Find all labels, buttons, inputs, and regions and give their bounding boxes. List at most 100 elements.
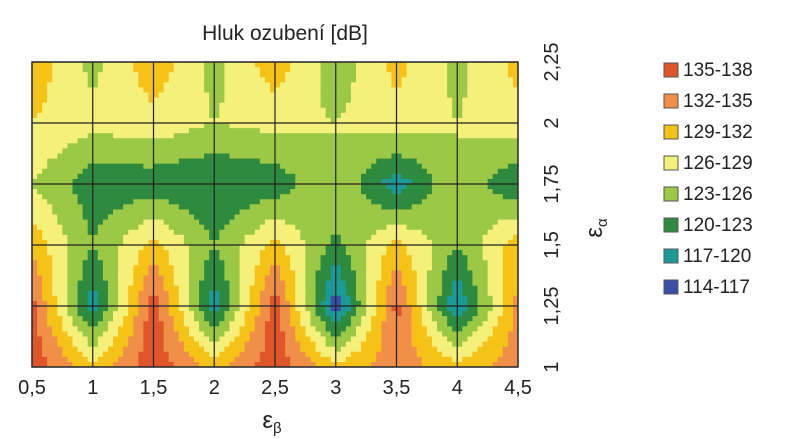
contour-cell (340, 239, 367, 246)
contour-cell (183, 341, 200, 348)
contour-cell (406, 67, 448, 73)
contour-cell (426, 275, 443, 282)
contour-cell (462, 356, 499, 363)
contour-cell (42, 341, 58, 348)
contour-cell (57, 341, 74, 348)
contour-cell (401, 280, 418, 287)
contour-cell (376, 306, 387, 312)
contour-cell (396, 311, 403, 317)
contour-cell (305, 239, 332, 246)
contour-cell (42, 168, 84, 175)
contour-cell (254, 270, 271, 277)
contour-cell (431, 336, 448, 343)
contour-cell (239, 280, 256, 287)
contour-cell (361, 341, 382, 348)
contour-cell (280, 306, 291, 312)
contour-cell (173, 316, 185, 322)
contour-cell (188, 300, 200, 307)
contour-cell (42, 336, 58, 343)
contour-cell (350, 351, 377, 358)
contour-cell (416, 290, 428, 297)
contour-cell (295, 290, 306, 297)
contour-cell (32, 153, 58, 160)
contour-cell (497, 356, 518, 363)
contour-cell (194, 316, 205, 322)
contour-cell (32, 224, 38, 231)
contour-cell (376, 300, 387, 307)
contour-cell (67, 239, 124, 246)
contour-cell (188, 351, 210, 358)
contour-cell (168, 290, 180, 297)
contour-cell (32, 270, 38, 277)
contour-cell (325, 112, 342, 119)
contour-cell (502, 275, 518, 282)
contour-cell (431, 260, 448, 266)
contour-cell (421, 306, 428, 312)
contour-cell (376, 290, 387, 297)
legend-swatch (663, 155, 679, 171)
contour-cell (118, 300, 129, 307)
contour-cell (62, 346, 79, 353)
contour-cell (229, 306, 241, 312)
contour-cell (426, 306, 438, 312)
contour-cell (391, 72, 408, 78)
contour-cell (72, 184, 296, 190)
contour-cell (178, 336, 195, 343)
contour-cell (168, 72, 205, 78)
contour-cell (264, 275, 281, 282)
contour-cell (67, 311, 79, 317)
contour-cell (315, 346, 337, 353)
contour-cell (188, 255, 210, 261)
contour-cell (361, 184, 387, 190)
contour-cell (416, 270, 428, 277)
contour-cell (280, 194, 367, 200)
legend-label: 126-129 (683, 153, 753, 174)
contour-cell (37, 326, 53, 333)
contour-cell (492, 306, 504, 312)
contour-cell (239, 275, 256, 282)
contour-cell (158, 295, 170, 302)
contour-cell (219, 229, 256, 236)
legend-item: 135-138 (663, 60, 753, 81)
contour-cell (361, 173, 393, 180)
contour-cell (168, 224, 205, 231)
contour-cell (118, 260, 139, 266)
contour-cell (350, 336, 367, 343)
contour-cell (42, 275, 53, 282)
contour-cell (32, 189, 38, 195)
contour-cell (295, 336, 312, 343)
contour-cell (219, 336, 236, 343)
contour-cell (259, 224, 296, 231)
legend-item: 132-135 (663, 91, 753, 112)
contour-cell (497, 168, 518, 175)
contour-cell (401, 311, 413, 317)
contour-cell (361, 321, 372, 327)
contour-cell (295, 275, 306, 282)
contour-cell (102, 316, 114, 322)
contour-cell (138, 300, 150, 307)
contour-cell (507, 67, 518, 73)
contour-cell (462, 102, 518, 109)
contour-cell (67, 285, 79, 292)
contour-cell (138, 306, 150, 312)
contour-cell (482, 239, 509, 246)
contour-cell (285, 250, 306, 256)
contour-cell (406, 224, 494, 231)
contour-cell (118, 265, 134, 272)
contour-cell (254, 265, 271, 272)
contour-cell (128, 295, 139, 302)
contour-cell (285, 280, 296, 287)
contour-cell (487, 260, 504, 266)
contour-cell (168, 77, 205, 83)
contour-cell (305, 275, 317, 282)
contour-cell (123, 316, 134, 322)
contour-cell (128, 306, 139, 312)
legend: 135-138 132-135 129-132 126-129 123-126 120-1… (663, 60, 753, 298)
contour-cell (118, 290, 129, 297)
contour-cell (133, 326, 144, 333)
contour-cell (219, 234, 246, 241)
contour-cell (37, 316, 48, 322)
contour-cell (133, 275, 144, 282)
contour-cell (401, 82, 448, 89)
contour-cell (280, 321, 291, 327)
